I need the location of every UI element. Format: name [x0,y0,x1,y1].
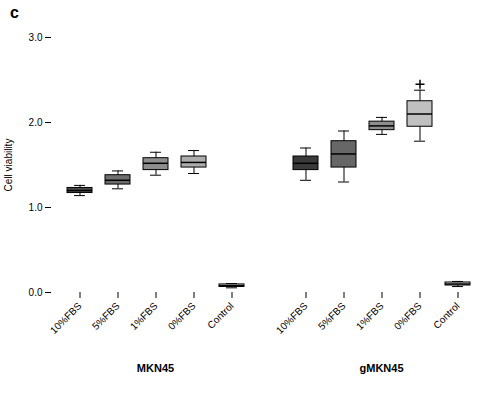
svg-text:3.0: 3.0 [29,32,43,43]
svg-text:5%FBS: 5%FBS [316,300,348,332]
svg-text:1%FBS: 1%FBS [354,300,386,332]
svg-text:2.0: 2.0 [29,117,43,128]
svg-text:0%FBS: 0%FBS [392,300,424,332]
svg-text:10%FBS: 10%FBS [48,300,84,336]
svg-text:Control: Control [205,300,236,331]
html-text:c: c [10,4,19,21]
svg-text:MKN45: MKN45 [137,362,174,374]
svg-text:Cell viability: Cell viability [3,139,14,192]
svg-text:1.0: 1.0 [29,202,43,213]
svg-text:0%FBS: 0%FBS [166,300,198,332]
svg-text:Control: Control [431,300,462,331]
svg-text:1%FBS: 1%FBS [128,300,160,332]
svg-text:gMKN45: gMKN45 [359,362,403,374]
svg-text:0.0: 0.0 [29,287,43,298]
svg-text:10%FBS: 10%FBS [274,300,310,336]
svg-text:5%FBS: 5%FBS [90,300,122,332]
